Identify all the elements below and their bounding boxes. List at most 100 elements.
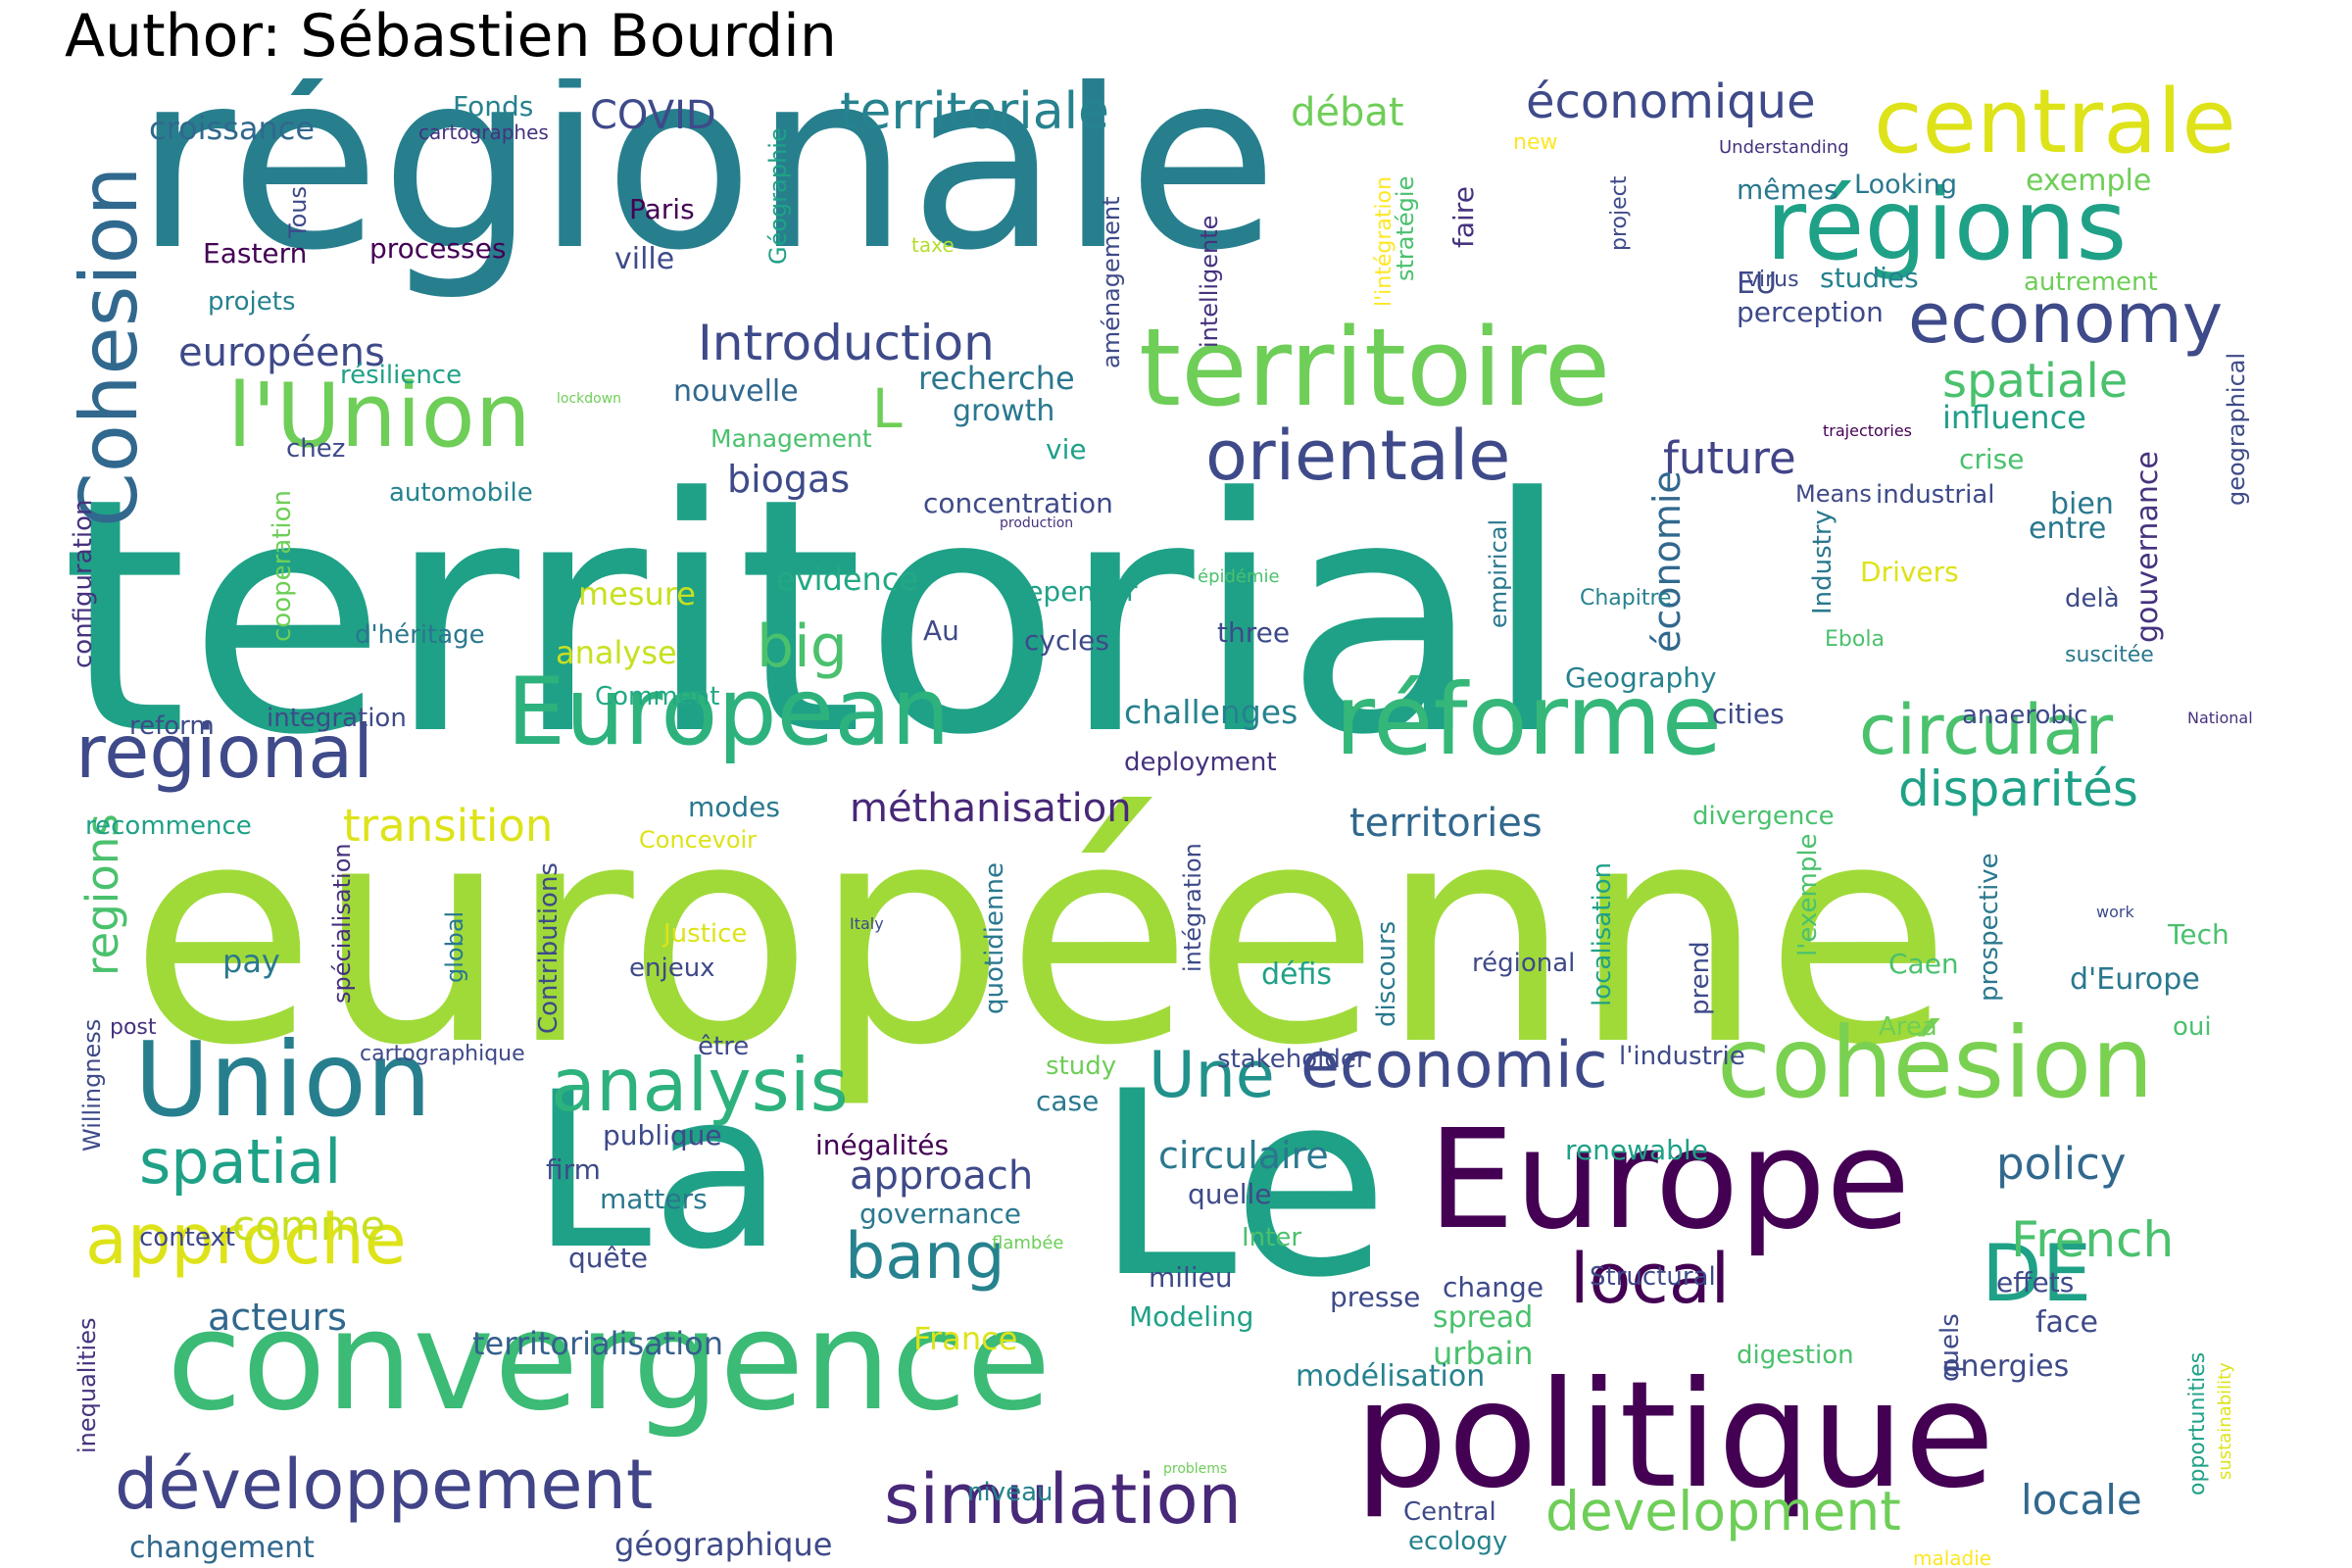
cloud-word: centrale <box>1874 78 2236 173</box>
cloud-word: méthanisation <box>850 786 1132 831</box>
cloud-word: National <box>2187 709 2253 727</box>
cloud-word: ecology <box>1408 1527 1508 1556</box>
cloud-word: inégalités <box>815 1129 950 1161</box>
cloud-word: intégration <box>1179 843 1206 972</box>
cloud-word: Geography <box>1565 662 1717 694</box>
cloud-word: approche <box>85 1200 407 1280</box>
cloud-word: policy <box>1996 1138 2127 1190</box>
cloud-word: quête <box>568 1242 648 1274</box>
cloud-word: inequalities <box>74 1317 101 1453</box>
cloud-word: Cohesion <box>64 166 155 527</box>
cloud-word: niveau <box>967 1478 1054 1507</box>
cloud-word: l'Union <box>227 365 531 467</box>
cloud-word: case <box>1036 1085 1100 1117</box>
cloud-word: géographique <box>614 1526 833 1563</box>
cloud-word: quelle <box>1188 1178 1272 1210</box>
cloud-word: Italy <box>850 914 884 933</box>
cloud-word: renewable <box>1565 1134 1708 1166</box>
cloud-word: suscitée <box>2065 643 2154 667</box>
cloud-word: trajectories <box>1823 421 1913 440</box>
cloud-word: Management <box>710 424 872 453</box>
cloud-word: locale <box>2021 1476 2142 1524</box>
cloud-word: sustainability <box>2215 1362 2235 1480</box>
cloud-word: bien <box>2050 487 2114 521</box>
cloud-word: deployment <box>1124 748 1277 777</box>
cloud-word: challenges <box>1124 693 1298 731</box>
cloud-word: reform <box>129 711 215 741</box>
cloud-word: recherche <box>918 360 1075 397</box>
cloud-word: transition <box>343 800 554 852</box>
cloud-word: cycles <box>1024 624 1109 657</box>
cloud-word: crise <box>1959 443 2025 475</box>
cloud-word: prend <box>1686 941 1715 1015</box>
cloud-word: disparités <box>1898 760 2138 817</box>
cloud-word: analysis <box>551 1042 849 1128</box>
cloud-word: France <box>913 1320 1018 1357</box>
cloud-word: territorial <box>61 429 1573 806</box>
cloud-word: Tech <box>2168 918 2230 951</box>
cloud-word: régional <box>1472 949 1576 978</box>
cloud-word: spatiale <box>1942 354 2129 409</box>
cloud-word: politique <box>1354 1350 1995 1521</box>
cloud-word: French <box>2011 1211 2175 1268</box>
cloud-word: simulation <box>884 1459 1242 1540</box>
cloud-word: Looking <box>1854 170 1957 200</box>
cloud-word: l'industrie <box>1619 1042 1745 1071</box>
cloud-word: d'Europe <box>2070 962 2200 997</box>
cloud-word: Concevoir <box>639 826 758 854</box>
author-title: Author: Sébastien Bourdin <box>65 2 837 71</box>
cloud-word: spécialisation <box>328 843 356 1004</box>
cloud-word: geographical <box>2223 352 2250 506</box>
cloud-word: modélisation <box>1296 1359 1486 1394</box>
cloud-word: Chapitre <box>1580 586 1672 611</box>
cloud-word: Comment <box>595 682 720 711</box>
cloud-word: intelligente <box>1196 215 1223 348</box>
cloud-word: convergence <box>167 1282 1052 1442</box>
cloud-word: Repenser <box>1008 575 1138 608</box>
cloud-word: presse <box>1330 1281 1421 1313</box>
cloud-word: Willingness <box>78 1018 106 1152</box>
cloud-word: Paris <box>629 193 695 225</box>
cloud-word: evidence <box>776 561 919 598</box>
cloud-word: vie <box>1046 433 1087 466</box>
cloud-word: aménagement <box>1098 196 1125 368</box>
cloud-word: cooperation <box>268 489 297 642</box>
cloud-word: chez <box>286 434 346 464</box>
cloud-word: croissance <box>149 110 316 147</box>
cloud-word: digestion <box>1737 1341 1854 1370</box>
cloud-word: Central <box>1403 1497 1496 1527</box>
cloud-word: Europe <box>1428 1101 1911 1260</box>
cloud-word: territories <box>1349 801 1543 846</box>
cloud-word: prospective <box>1975 853 2004 1002</box>
cloud-word: Le <box>1095 1038 1390 1334</box>
cloud-word: concentration <box>923 487 1113 519</box>
cloud-word: circular <box>1859 690 2114 770</box>
cloud-word: territoriale <box>840 82 1110 141</box>
cloud-word: configuration <box>69 499 98 668</box>
cloud-word: regional <box>75 709 373 795</box>
cloud-word: nouvelle <box>673 374 799 409</box>
cloud-word: territoire <box>1139 305 1611 430</box>
cloud-word: milieu <box>1149 1261 1233 1294</box>
cloud-word: circulaire <box>1158 1134 1329 1177</box>
cloud-word: production <box>1000 515 1074 531</box>
cloud-word: l'exemple <box>1793 833 1823 956</box>
cloud-word: régionale <box>134 78 1279 304</box>
cloud-word: problems <box>1163 1461 1228 1477</box>
cloud-word: Ebola <box>1825 627 1885 652</box>
cloud-word: divergence <box>1692 802 1835 831</box>
cloud-word: exemple <box>2026 164 2152 198</box>
cloud-word: anaerobic <box>1962 701 2088 730</box>
cloud-word: d'héritage <box>355 620 485 650</box>
cloud-word: cohésion <box>1717 1005 2154 1120</box>
cloud-word: comme <box>232 1201 386 1250</box>
cloud-word: Industry <box>1808 510 1838 614</box>
cloud-word: Tous <box>284 186 312 238</box>
cloud-word: défis <box>1261 957 1333 992</box>
cloud-word: gouvernance <box>2131 451 2165 643</box>
cloud-word: Eastern <box>203 237 308 270</box>
cloud-word: big <box>757 612 848 681</box>
cloud-word: Modeling <box>1129 1300 1254 1333</box>
cloud-word: post <box>110 1015 157 1040</box>
cloud-word: résilience <box>340 361 463 390</box>
